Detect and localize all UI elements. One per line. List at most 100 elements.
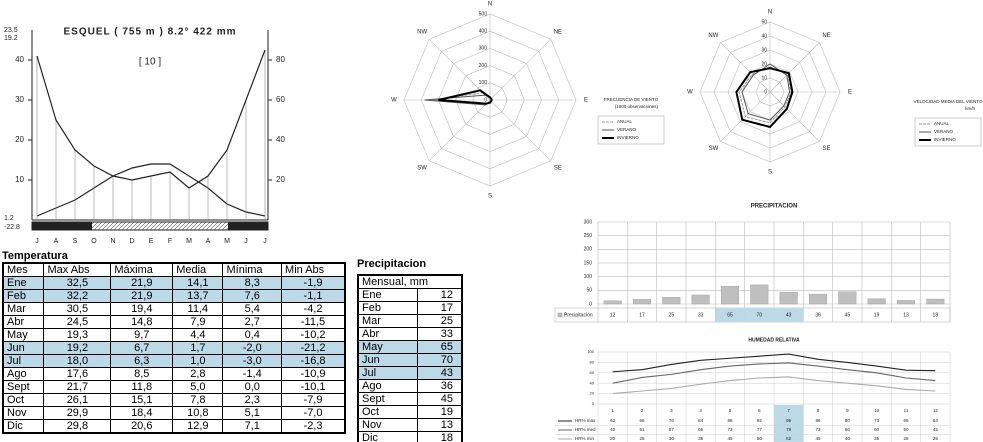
- column-header: Media: [172, 262, 224, 277]
- table-cell: 5,1: [222, 406, 283, 420]
- table-row: Nov 29,9 18,4 10,8 5,1 -7,0: [2, 406, 346, 420]
- prec-title: Precipitacion: [357, 258, 427, 270]
- table-cell: 70: [417, 353, 463, 367]
- column-header: Máxima: [110, 262, 174, 277]
- value-label: 45: [933, 427, 939, 432]
- table-cell: 19,4: [110, 302, 174, 316]
- table-cell: 29,9: [43, 406, 112, 420]
- table-row: Oct 19: [357, 405, 463, 419]
- table-cell: Jun: [2, 341, 45, 355]
- table-cell: 18: [417, 431, 463, 442]
- table-cell: -2,3: [281, 419, 346, 434]
- x-tick-label: 7: [787, 408, 790, 413]
- value-label: 73: [815, 427, 821, 432]
- table-cell: Nov: [357, 418, 419, 432]
- table-cell: -1,4: [222, 367, 283, 381]
- annotation: 1.2: [4, 215, 14, 222]
- value-label: 65: [727, 312, 733, 318]
- table-cell: 18,0: [43, 354, 112, 368]
- header-row: Mes Max Abs Máxima Media Mínima Min Abs: [2, 262, 346, 277]
- table-cell: 6,3: [110, 354, 174, 368]
- table-row: May 19,3 9,7 4,4 0,4 -10,2: [2, 328, 346, 342]
- spoke: [489, 99, 552, 162]
- annotation: -22.8: [4, 224, 20, 231]
- value-label: 73: [727, 427, 733, 432]
- r-tick-label: 0: [764, 89, 767, 95]
- table-cell: 2,3: [222, 393, 283, 407]
- annotation: 23.5: [4, 27, 18, 34]
- table-cell: Mar: [2, 302, 45, 316]
- table-cell: 19,2: [43, 341, 112, 355]
- x-tick-label: J: [263, 238, 267, 245]
- value-label: 43: [786, 312, 792, 318]
- table-cell: 45: [417, 392, 463, 406]
- value-label: 25: [639, 436, 645, 441]
- chart-title: ESQUEL ( 755 m ) 8.2° 422 mm: [64, 27, 237, 38]
- x-tick-label: O: [91, 238, 97, 245]
- column-header: Mes: [2, 262, 45, 277]
- table-cell: 30,5: [43, 302, 112, 316]
- table-cell: 15,1: [110, 393, 174, 407]
- table-row: Ago 36: [357, 379, 463, 393]
- value-label: 57: [669, 427, 675, 432]
- y2-tick-label: 60: [276, 95, 285, 104]
- y-tick-label: 100: [584, 274, 593, 280]
- direction-label: SW: [709, 146, 719, 152]
- value-label: 52: [786, 436, 792, 441]
- y-tick-label: 30: [15, 95, 24, 104]
- frost-bar: [228, 222, 268, 230]
- y-tick-label: 50: [586, 288, 592, 294]
- table-cell: 10,8: [172, 406, 224, 420]
- x-tick-label: J: [244, 238, 248, 245]
- direction-label: W: [687, 90, 693, 96]
- legend-label: VERANO: [934, 129, 954, 134]
- table-cell: 7,9: [172, 315, 224, 329]
- value-label: 50: [757, 436, 763, 441]
- table-cell: Oct: [2, 393, 45, 407]
- table-cell: 4,4: [172, 328, 224, 342]
- y-tick-label: 60: [590, 370, 595, 375]
- y-tick-label: 150: [584, 260, 593, 266]
- bar: [750, 284, 769, 305]
- table-cell: Dic: [2, 419, 45, 434]
- table-cell: 1,7: [172, 341, 224, 355]
- table-cell: 7,8: [172, 393, 224, 407]
- table-row: Sept 45: [357, 392, 463, 406]
- value-label: 35: [874, 436, 880, 441]
- r-tick-label: 400: [479, 29, 488, 35]
- annotation: 19.2: [4, 35, 18, 42]
- x-tick-label: 12: [933, 408, 939, 413]
- y-tick-label: 100: [587, 349, 594, 354]
- x-tick-label: J: [35, 238, 39, 245]
- table-cell: Ago: [2, 367, 45, 381]
- table-row: Dic 18: [357, 431, 463, 442]
- table-cell: 9,7: [110, 328, 174, 342]
- value-label: 79: [786, 427, 792, 432]
- table-row: Nov 13: [357, 418, 463, 432]
- bar: [779, 292, 798, 305]
- table-cell: 19,3: [43, 328, 112, 342]
- x-tick-label: 11: [904, 408, 909, 413]
- value-label: 77: [757, 427, 763, 432]
- table-cell: 32,2: [43, 289, 112, 303]
- table-row: Dic 29,8 20,6 12,9 7,1 -2,3: [2, 419, 346, 434]
- spoke: [769, 42, 820, 93]
- temperature-table: Mes Max Abs Máxima Media Mínima Min Abs Ene 32,…: [2, 262, 346, 434]
- table-row: Jul 43: [357, 366, 463, 380]
- series-polygon: [738, 66, 792, 124]
- value-label: 80: [845, 418, 851, 423]
- value-label: 30: [669, 436, 675, 441]
- table-cell: Ago: [357, 379, 419, 393]
- table-cell: 12,9: [172, 419, 224, 434]
- table-row: Feb 32,2 21,9 13,7 7,6 -1,1: [2, 289, 346, 303]
- table-row: Oct 26,1 15,1 7,8 2,3 -7,9: [2, 393, 346, 407]
- table-cell: -21,2: [281, 341, 346, 355]
- x-tick-label: M: [224, 238, 230, 245]
- table-cell: -3,0: [222, 354, 283, 368]
- x-tick-label: 3: [670, 408, 673, 413]
- bar: [926, 298, 945, 305]
- direction-label: NE: [554, 30, 562, 36]
- table-cell: -1,9: [281, 276, 346, 290]
- bar: [691, 294, 710, 305]
